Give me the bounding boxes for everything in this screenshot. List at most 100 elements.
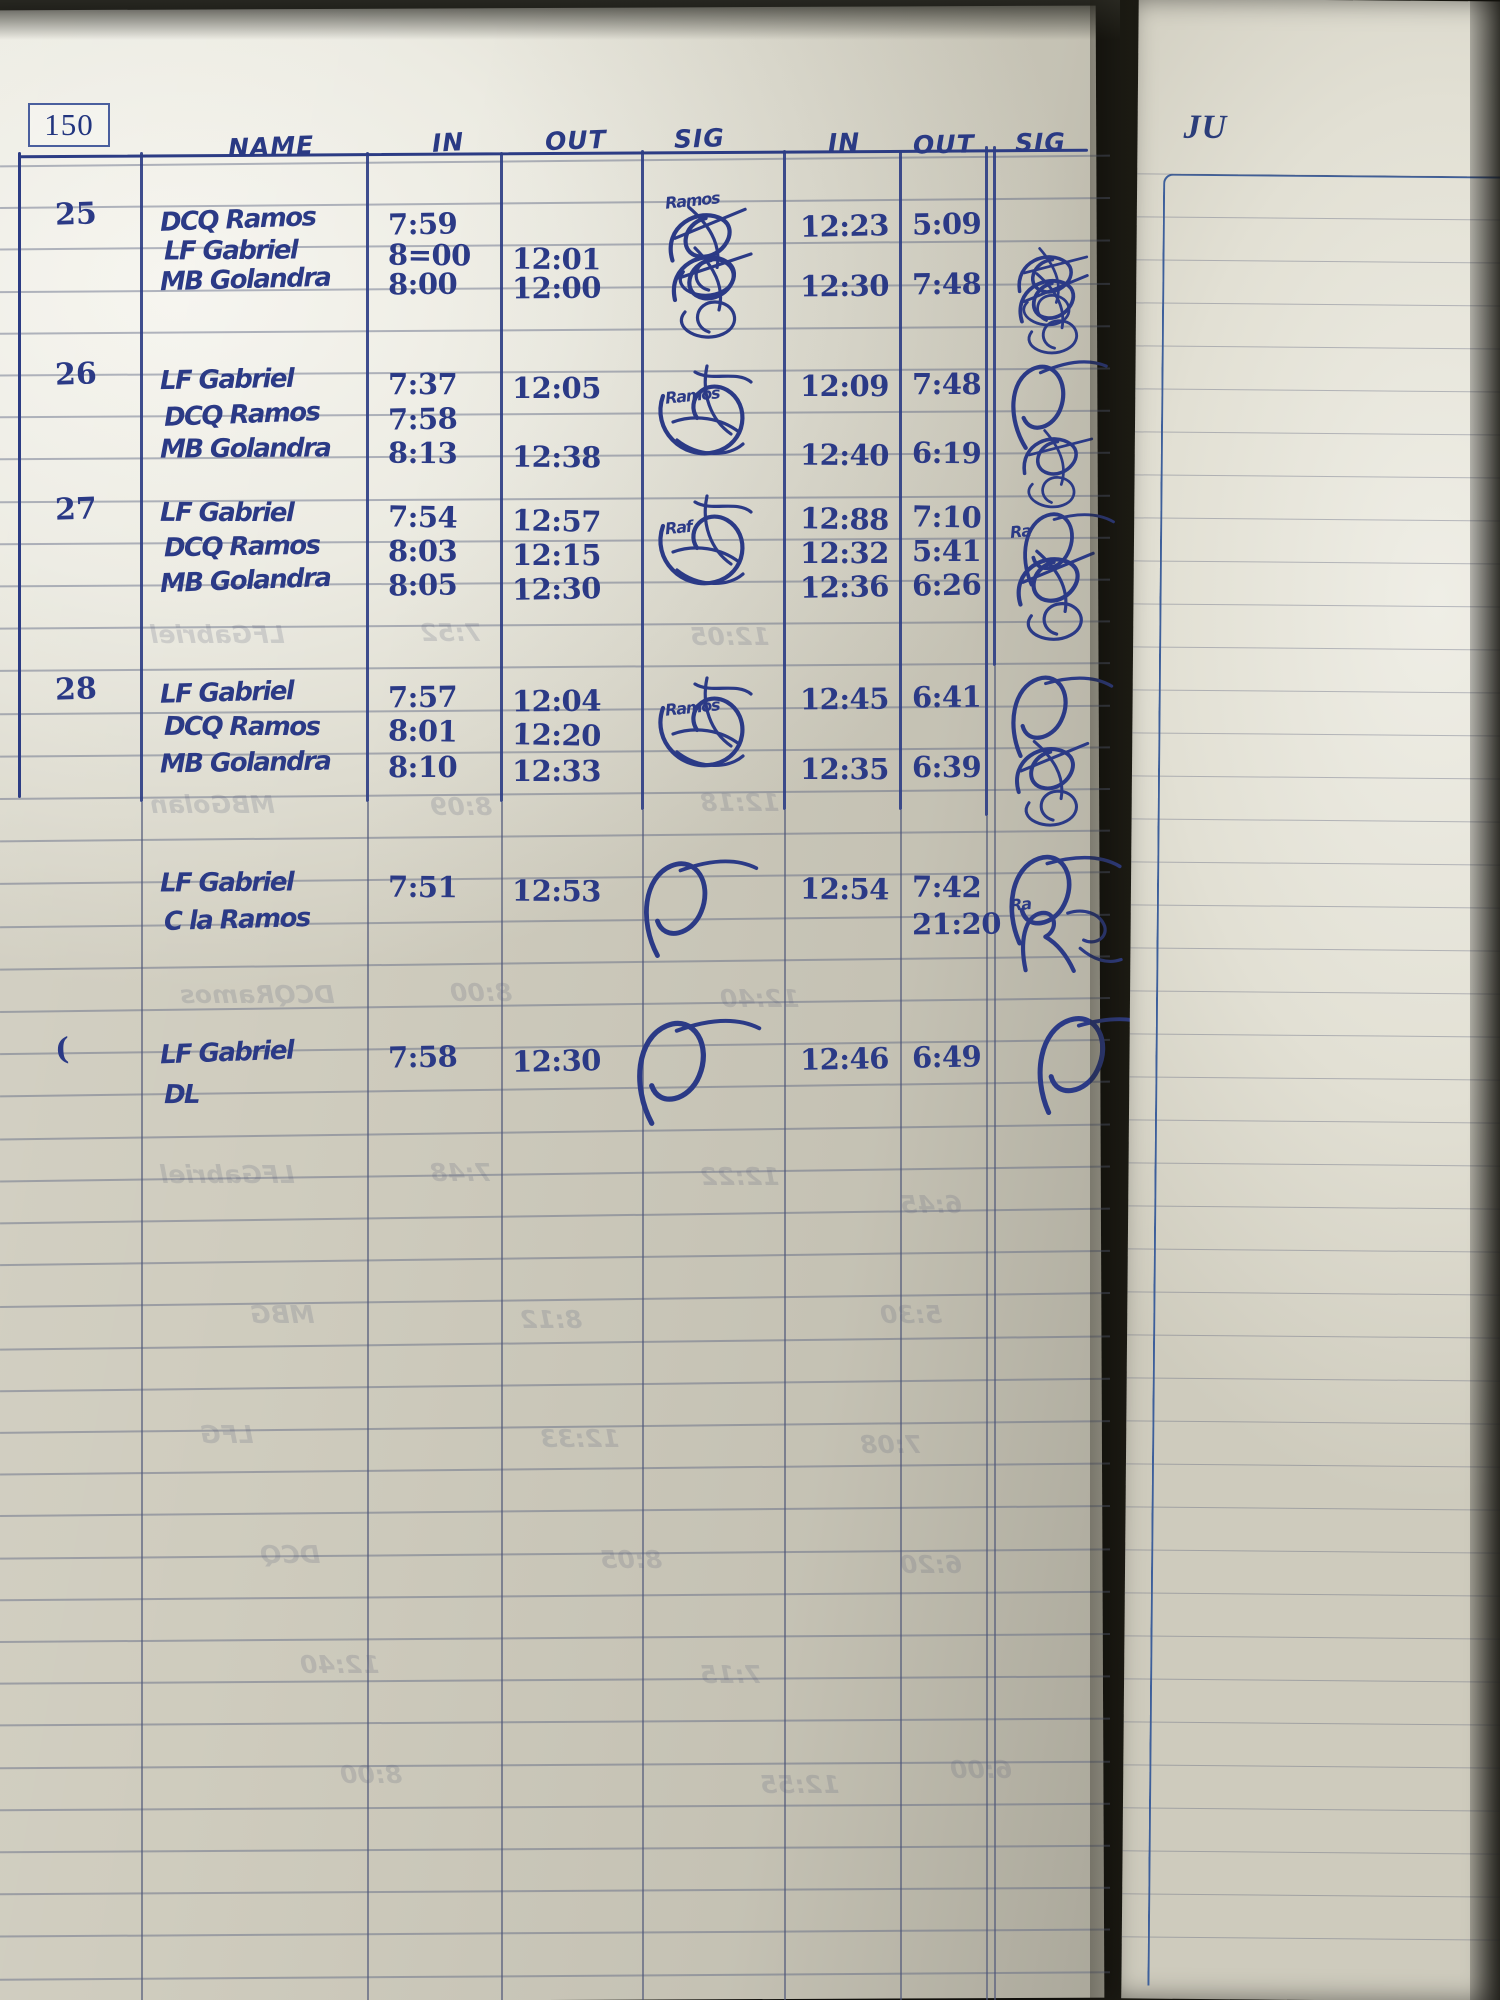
ghost-showthrough-text: 12:55 <box>760 1770 840 1799</box>
column-header-sig-2: SIG <box>1014 127 1067 158</box>
signature-scribble <box>1001 663 1158 783</box>
entry-in-1: 8:13 <box>387 435 458 471</box>
signature-scribble <box>1006 535 1163 655</box>
entry-in-2: 12:88 <box>799 501 890 537</box>
col-line-in-out-printed <box>501 802 503 2000</box>
row-number-26: 26 <box>54 356 98 393</box>
entry-out-2: 5:09 <box>911 206 982 242</box>
column-header-sig-1: SIG <box>673 123 726 154</box>
entry-in-1: 8:10 <box>388 750 458 784</box>
entry-name: LF Gabriel <box>159 1035 294 1071</box>
entry-in-2: 12:32 <box>800 536 889 570</box>
column-header-out-2: OUT <box>912 129 975 160</box>
signature-scribble <box>1009 259 1151 367</box>
entry-name: DCQ Ramos <box>159 202 316 238</box>
ghost-showthrough-text: 12:22 <box>700 1162 780 1191</box>
entry-out-2: 7:10 <box>911 499 982 535</box>
col-line-no-name-printed <box>141 802 143 2000</box>
ghost-showthrough-text: DCQRamos <box>180 980 335 1009</box>
entry-out-1: 12:30 <box>511 1043 602 1079</box>
row-number-(: ( <box>54 1031 70 1068</box>
entry-out-2: 7:48 <box>912 367 982 401</box>
column-header-in-2: IN <box>827 127 861 158</box>
col-line-name-in <box>366 152 369 802</box>
entry-in-1: 7:59 <box>387 206 458 242</box>
column-header-out-1: OUT <box>544 124 608 157</box>
entry-name: LF Gabriel <box>159 867 294 899</box>
signature-scribble <box>637 850 810 977</box>
entry-in-1: 8:03 <box>388 534 458 568</box>
entry-out-1: 12:57 <box>511 503 602 539</box>
ghost-showthrough-text: 8:09 <box>430 792 493 821</box>
entry-name: MB Golandra <box>159 562 331 600</box>
signature-scribble <box>1006 885 1163 1005</box>
entry-out-1: 12:53 <box>511 873 602 909</box>
ghost-showthrough-text: 12:40 <box>300 1650 380 1679</box>
entry-in-2: 12:45 <box>799 681 890 717</box>
col-line-out-sig-printed <box>642 810 644 2000</box>
facing-page-header: JU <box>1183 108 1228 147</box>
entry-out-1: 12:05 <box>512 371 601 405</box>
entry-name: LF Gabriel <box>159 497 294 529</box>
entry-in-1: 8:05 <box>387 567 458 603</box>
entry-in-2: 12:36 <box>799 569 890 605</box>
col-line-out2-sig2-b <box>993 146 996 666</box>
col-line-in2-out2 <box>899 150 902 810</box>
entry-in-1: 7:37 <box>388 367 458 401</box>
entry-name: MB Golandra <box>159 262 331 298</box>
entry-name: DL <box>163 1079 200 1111</box>
entry-out-1: 12:30 <box>511 571 602 607</box>
signature-scribble <box>655 672 805 782</box>
entry-in-1: 7:58 <box>387 401 458 437</box>
entry-out-2: 6:41 <box>911 679 982 715</box>
ghost-showthrough-text: DCQ <box>260 1540 321 1569</box>
col-line-in-out <box>500 152 503 802</box>
row-number-27: 27 <box>54 491 98 528</box>
signature-scribble <box>665 240 815 350</box>
entry-out-1: 12:20 <box>511 717 602 753</box>
entry-name: MB Golandra <box>159 746 331 780</box>
entry-name: C la Ramos <box>163 903 311 937</box>
signature-scribble <box>998 841 1171 973</box>
entry-name: LF Gabriel <box>163 235 298 267</box>
col-line-out2-sig2-b-printed <box>994 666 996 2000</box>
entry-out-2: 7:42 <box>911 869 982 905</box>
entry-out-2: 6:26 <box>911 567 982 603</box>
ghost-showthrough-text: MBG <box>250 1300 315 1329</box>
ghost-showthrough-text: MBGolan <box>150 790 275 819</box>
entry-out-2: 5:41 <box>912 534 982 568</box>
signature-scribble <box>629 1008 817 1146</box>
entry-in-2: 12:54 <box>799 871 890 907</box>
page-number-box: 150 <box>28 103 110 147</box>
ghost-showthrough-text: 12:40 <box>720 984 800 1013</box>
entry-in-1: 8:00 <box>387 266 458 302</box>
right-dark-edge <box>1470 0 1500 2000</box>
entry-out-1: 12:15 <box>512 538 601 572</box>
facing-page: JU <box>1121 0 1500 2000</box>
signature-scribble <box>1005 726 1154 840</box>
signature-scribble <box>655 360 805 470</box>
ghost-showthrough-text: LFGabriel <box>150 620 285 649</box>
ghost-showthrough-text: 12:18 <box>700 788 780 817</box>
ghost-showthrough-text: LFG <box>200 1420 254 1449</box>
signature-scribble <box>655 490 805 600</box>
entry-name: LF Gabriel <box>159 363 294 397</box>
entry-name: MB Golandra <box>159 433 331 465</box>
ghost-showthrough-text: 6:00 <box>950 1755 1013 1784</box>
ghost-showthrough-text: 6:45 <box>900 1190 963 1219</box>
signature-scribble <box>1001 347 1158 467</box>
entry-out-2: 6:49 <box>911 1039 982 1075</box>
entry-out-2: 7:48 <box>911 266 982 302</box>
entry-name: LF Gabriel <box>159 676 294 710</box>
entry-name: DCQ Ramos <box>163 397 320 433</box>
column-header-name: NAME <box>227 130 315 163</box>
entry-name: DCQ Ramos <box>163 530 320 564</box>
col-line-sig-in-printed <box>784 810 786 2000</box>
entry-in-2: 12:09 <box>800 369 889 403</box>
col-line-out2-sig2-printed <box>986 816 988 2000</box>
ghost-showthrough-text: 5:30 <box>880 1300 943 1329</box>
col-line-out-sig <box>641 150 644 810</box>
ghost-showthrough-text: 8:12 <box>520 1305 583 1334</box>
ghost-showthrough-text: 7:08 <box>860 1430 923 1459</box>
ghost-showthrough-text: 12:33 <box>540 1424 620 1453</box>
